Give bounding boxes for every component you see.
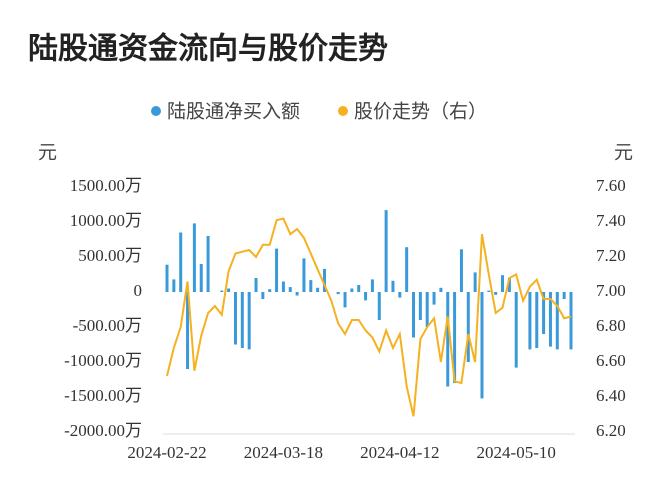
bar xyxy=(370,279,374,292)
bar xyxy=(316,287,320,292)
y2-tick-label: 6.80 xyxy=(596,316,626,335)
bar xyxy=(199,264,203,292)
bar xyxy=(494,292,498,295)
bar xyxy=(548,292,552,347)
bar xyxy=(268,289,272,292)
bar xyxy=(309,280,313,292)
bar xyxy=(357,285,361,292)
bar xyxy=(466,292,470,362)
y-tick-label: 500.00万 xyxy=(78,246,142,265)
bar xyxy=(535,292,539,348)
bar xyxy=(254,278,258,292)
bar xyxy=(562,292,566,299)
bar xyxy=(220,290,224,292)
legend-swatch xyxy=(338,106,348,116)
bar xyxy=(384,210,388,292)
bar xyxy=(507,278,511,292)
bar xyxy=(281,281,285,292)
y-tick-label: -500.00万 xyxy=(73,316,142,335)
price-line xyxy=(166,217,572,417)
y2-tick-label: 6.20 xyxy=(596,421,626,440)
bar xyxy=(432,292,436,305)
bar xyxy=(302,258,306,292)
bar xyxy=(377,292,381,320)
legend-label[interactable]: 陆股通净买入额 xyxy=(167,101,300,123)
bar xyxy=(247,292,251,350)
y2-tick-label: 6.40 xyxy=(596,386,626,405)
y-tick-label: 1000.00万 xyxy=(70,211,142,230)
legend-label[interactable]: 股价走势（右） xyxy=(354,101,487,123)
bar xyxy=(172,279,176,292)
bar xyxy=(364,292,368,301)
bar xyxy=(288,287,292,292)
bar xyxy=(240,292,244,348)
y2-tick-label: 7.00 xyxy=(596,281,626,300)
x-tick-label: 2024-03-18 xyxy=(244,443,323,462)
y2-tick-label: 7.60 xyxy=(596,176,626,195)
y2-tick-label: 7.40 xyxy=(596,211,626,230)
bar xyxy=(555,292,559,350)
bar xyxy=(446,292,450,387)
bar xyxy=(459,249,463,292)
y2-tick-label: 6.60 xyxy=(596,351,626,370)
bar xyxy=(425,292,429,327)
bar xyxy=(398,292,402,298)
bar xyxy=(206,236,210,292)
chart-title: 陆股通资金流向与股价走势 xyxy=(28,32,388,67)
bar xyxy=(542,292,546,334)
bar xyxy=(412,292,416,338)
bar xyxy=(473,272,477,292)
y-tick-label: -1000.00万 xyxy=(64,351,142,370)
bar xyxy=(439,287,443,292)
x-tick-label: 2024-02-22 xyxy=(127,443,206,462)
bar xyxy=(514,292,518,368)
y-tick-label: -1500.00万 xyxy=(64,386,142,405)
y-tick-label: -2000.00万 xyxy=(64,421,142,440)
bar xyxy=(233,292,237,345)
bar xyxy=(405,247,409,292)
bar xyxy=(336,292,340,295)
y2-unit: 元 xyxy=(614,142,633,164)
bar xyxy=(186,292,190,369)
bar xyxy=(569,292,573,350)
y2-tick-label: 7.20 xyxy=(596,246,626,265)
y-tick-label: 0 xyxy=(134,281,143,300)
bar xyxy=(350,288,354,292)
bar xyxy=(487,290,491,292)
bar xyxy=(528,292,532,350)
bar xyxy=(343,292,347,308)
bar xyxy=(179,232,183,292)
y-unit: 元 xyxy=(38,142,57,164)
x-tick-label: 2024-04-12 xyxy=(360,443,439,462)
bar xyxy=(501,275,505,292)
bar xyxy=(165,264,169,292)
bar xyxy=(480,292,484,399)
bar xyxy=(261,292,265,299)
bar xyxy=(275,248,279,292)
bar xyxy=(227,288,231,292)
bar xyxy=(192,223,196,292)
bar xyxy=(453,292,457,383)
bar xyxy=(322,268,326,292)
x-tick-label: 2024-05-10 xyxy=(477,443,556,462)
bar xyxy=(391,280,395,292)
bar xyxy=(295,292,299,296)
legend-swatch xyxy=(151,106,161,116)
bar xyxy=(418,292,422,320)
y-tick-label: 1500.00万 xyxy=(70,176,142,195)
